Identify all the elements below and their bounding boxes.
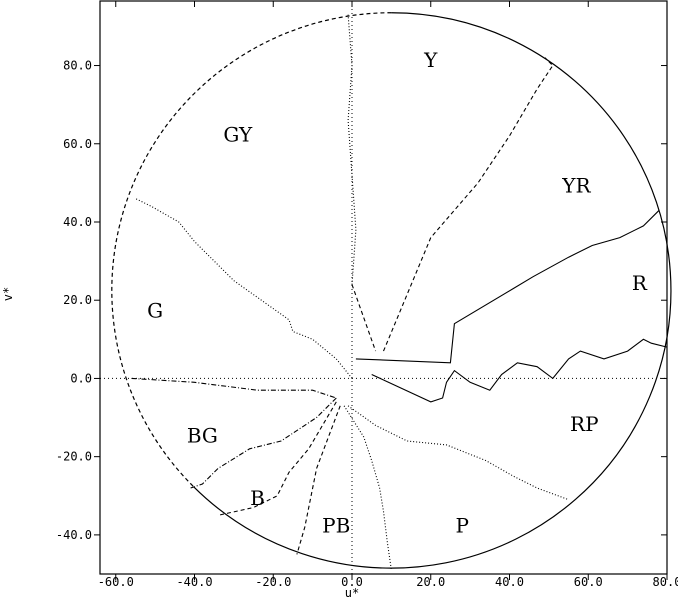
hue-boundary-line-6 — [190, 397, 337, 489]
gamut-circle-dashed-arc — [111, 12, 392, 488]
region-label-y: Y — [423, 48, 438, 72]
region-label-rp: RP — [570, 412, 599, 436]
y-tick-label: 80.0 — [63, 59, 92, 73]
x-tick-label: 20.0 — [416, 575, 445, 589]
hue-boundary-line-9 — [343, 405, 392, 571]
hue-boundary-line-10 — [347, 405, 569, 501]
y-tick-label: -40.0 — [56, 528, 92, 542]
y-axis-title: v* — [1, 287, 15, 301]
hue-boundary-line-5 — [131, 377, 337, 399]
hue-boundary-line-3 — [351, 284, 377, 352]
region-label-g: G — [147, 298, 163, 322]
hue-boundary-line-1 — [135, 198, 353, 379]
hue-boundary-line-11 — [355, 209, 660, 364]
hue-boundary-line-12 — [371, 338, 668, 403]
x-tick-label: 40.0 — [495, 575, 524, 589]
hue-boundary-line-4 — [382, 57, 554, 352]
x-tick-label: -60.0 — [98, 575, 134, 589]
hue-boundary-line-8 — [296, 405, 341, 555]
y-tick-label: 20.0 — [63, 293, 92, 307]
y-tick-label: 40.0 — [63, 215, 92, 229]
region-label-p: P — [456, 514, 469, 538]
x-tick-label: 60.0 — [574, 575, 603, 589]
region-label-pb: PB — [322, 514, 350, 538]
x-tick-label: 0.0 — [341, 575, 363, 589]
x-axis-title: u* — [345, 586, 359, 600]
x-tick-label: -40.0 — [176, 575, 212, 589]
y-tick-label: 60.0 — [63, 137, 92, 151]
hue-boundary-line-7 — [217, 401, 337, 516]
y-tick-label: 0.0 — [70, 371, 92, 385]
region-label-yr: YR — [561, 173, 591, 197]
x-tick-label: -20.0 — [255, 575, 291, 589]
hue-boundary-line-2 — [347, 14, 357, 285]
plot-frame — [99, 0, 668, 575]
region-label-gy: GY — [223, 122, 253, 146]
x-tick-label: 80.0 — [653, 575, 678, 589]
region-label-b: B — [250, 486, 265, 510]
gamut-circle-solid-arc — [193, 12, 672, 569]
region-label-r: R — [632, 271, 648, 295]
y-tick-label: -20.0 — [56, 450, 92, 464]
region-label-bg: BG — [187, 424, 218, 448]
